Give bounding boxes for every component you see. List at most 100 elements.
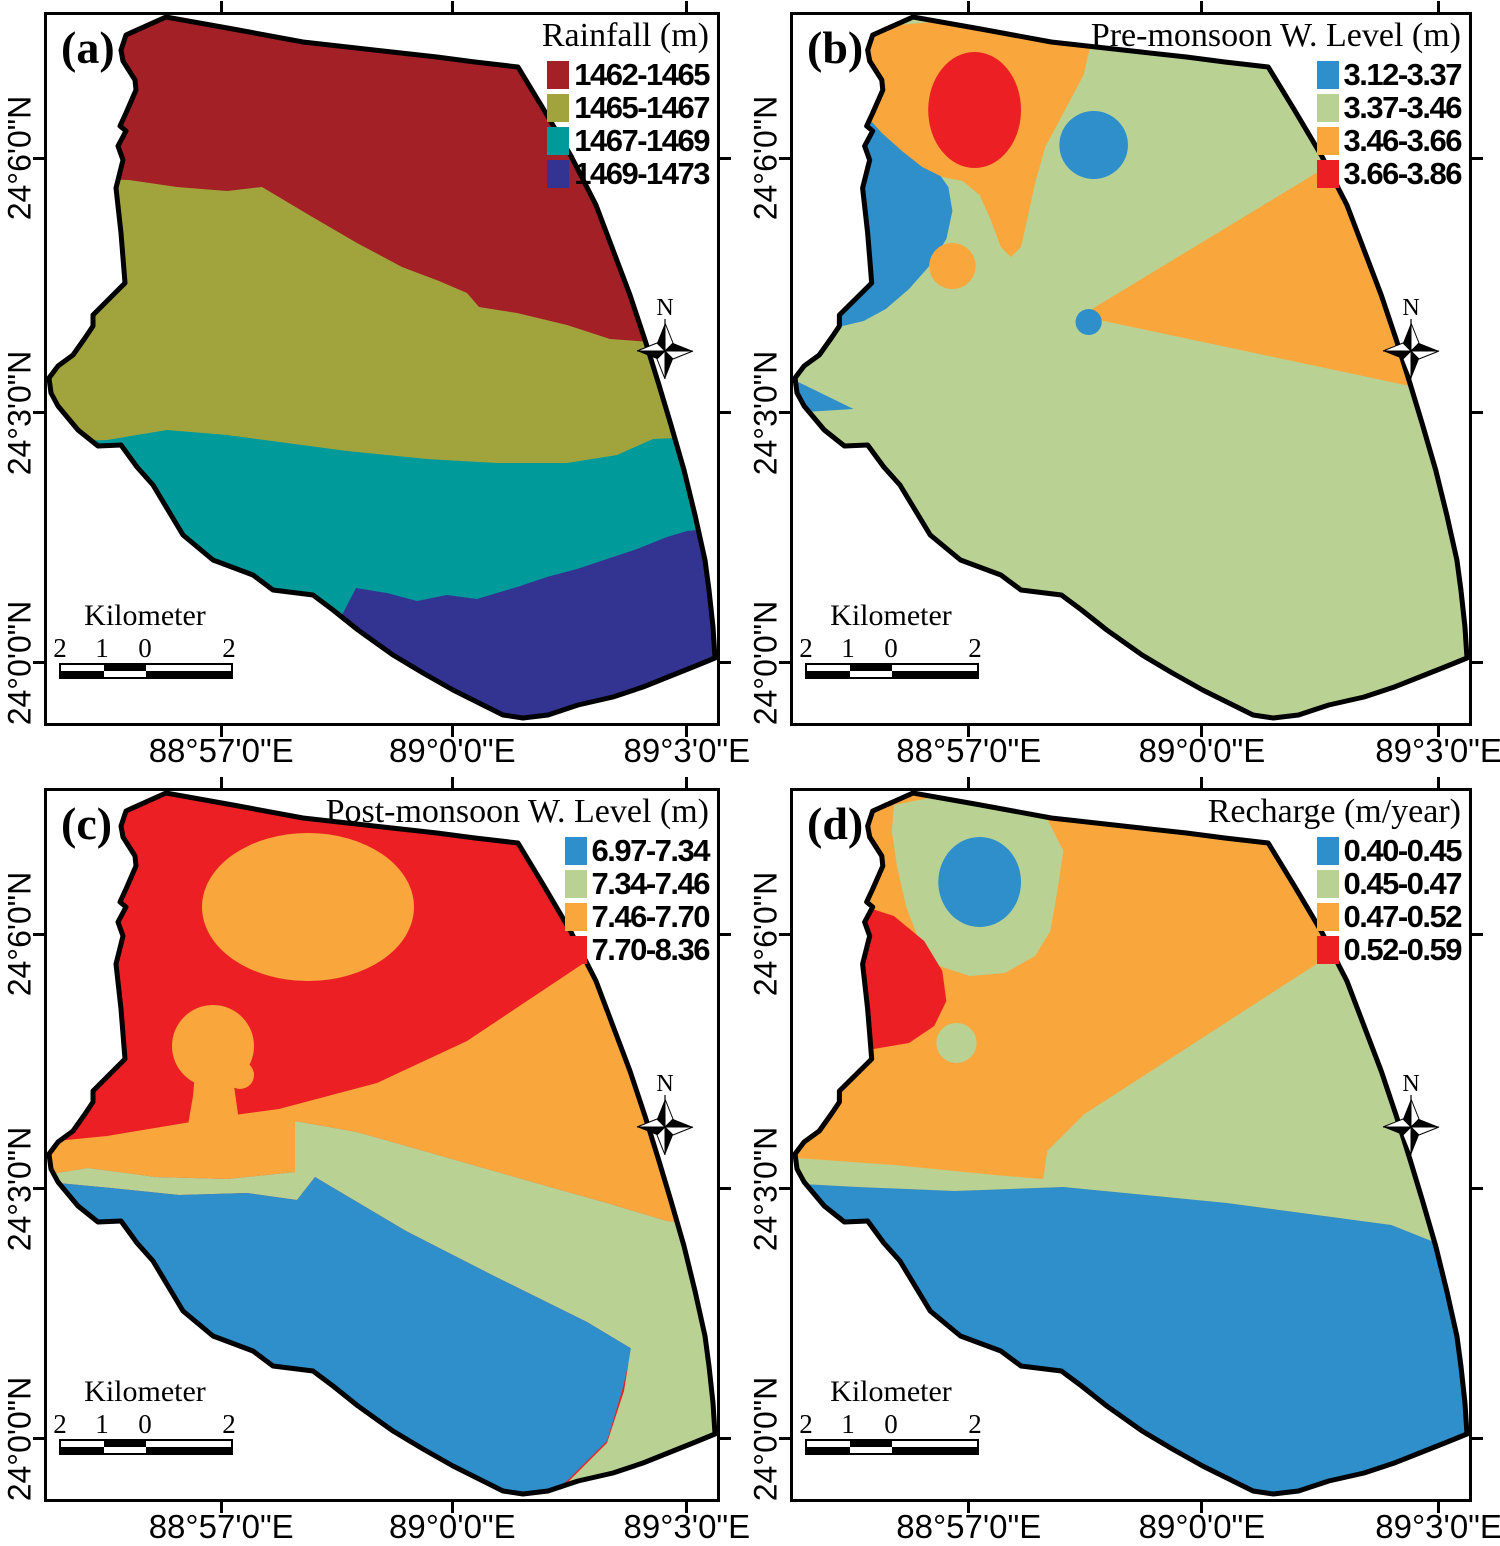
legend-item: 1462-1465 [542,57,710,92]
latitude-tick-label: 24°3'0"N [1,350,38,476]
longitude-tick-label: 89°3'0"E [623,732,751,769]
axis-tick [450,1502,454,1513]
axis-tick [33,1437,44,1441]
scale-bar-segment [146,665,231,671]
scale-bar-row-top [61,1441,231,1447]
axis-tick [219,1502,223,1513]
map-panel-b: (b) Pre-monsoon W. Level (m) 3.12-3.37 3.… [748,1,1500,769]
axis-tick [779,1187,790,1191]
latitude-tick-label: 24°0'0"N [747,1376,784,1502]
scale-bar-number: 2 [222,1409,236,1439]
axis-tick [33,411,44,415]
axis-tick [779,1437,790,1441]
axis-tick [1200,1,1204,12]
legend-swatch [1316,902,1339,931]
longitude-tick-label: 88°57'0"E [148,732,294,769]
scale-bar-number: 2 [968,633,982,663]
scale-bar-number: 0 [884,1409,898,1439]
legend-swatch [1316,935,1339,964]
scale-bar-segment [146,671,231,677]
panel-letter: (b) [807,22,864,73]
legend-title: Pre-monsoon W. Level (m) [1090,17,1461,54]
axis-tick [219,777,223,788]
scale-bar-segment [892,1441,977,1447]
scale-bar-graphic [59,1439,233,1455]
scale-bar-row-bottom [807,671,977,677]
map-canvas [793,15,1469,721]
axis-tick [1472,932,1483,936]
longitude-tick-label: 89°0'0"E [1138,1508,1266,1545]
scale-bar-segment [61,665,104,671]
north-arrow-icon: N [636,295,694,380]
scale-bar-segment [807,671,850,677]
map-canvas [47,15,717,721]
axis-tick [720,661,731,665]
legend-swatch [1316,93,1339,122]
study-area-boundary [47,791,717,1497]
legend-range-label: 6.97-7.34 [591,832,711,868]
legend-title: Post-monsoon W. Level (m) [325,793,709,830]
legend-range-label: 3.46-3.66 [1343,122,1463,158]
axis-tick [219,1,223,12]
panel-letter: (c) [61,798,113,849]
study-area-boundary [47,15,717,721]
latitude-tick-label: 24°0'0"N [1,1376,38,1502]
axis-tick [685,726,689,737]
panel-letter: (a) [61,22,115,73]
longitude-tick-label: 89°0'0"E [389,732,516,769]
axis-tick [1200,1502,1204,1513]
scale-bar-label: Kilometer [830,1375,952,1408]
legend-range-label: 1467-1469 [574,122,710,158]
legend-range-label: 1465-1467 [574,89,710,125]
legend-swatch [564,869,587,898]
study-area-boundary [793,791,1469,1497]
scale-bar-number: 0 [884,633,898,663]
scale-bar-segment [892,665,977,671]
map-class-region [929,243,976,289]
scale-bar-row-top [807,1441,977,1447]
scale-bar-segment [103,1447,146,1453]
scale-bar-row-top [807,665,977,671]
legend-item: 0.45-0.47 [1208,866,1462,901]
legend-item: 3.46-3.66 [1091,122,1463,158]
legend-item: 1467-1469 [542,122,710,158]
legend-item: 1469-1473 [542,155,710,191]
legend-swatch [564,935,587,964]
legend-item: 3.66-3.86 [1091,156,1462,191]
scale-bar-row-bottom [61,671,231,677]
map-class-region [226,1061,254,1089]
axis-tick [720,1437,731,1441]
scale-bar-number: 2 [799,1409,813,1439]
map-class-region [49,1121,715,1351]
legend-title: Rainfall (m) [541,17,709,54]
legend-range-label: 0.52-0.59 [1343,931,1463,967]
study-area-boundary [793,15,1469,721]
latitude-tick-label: 24°0'0"N [1,600,38,726]
axis-tick [33,156,44,160]
legend-item: 6.97-7.34 [326,832,711,868]
axis-tick [450,777,454,788]
axis-tick [967,1502,971,1513]
axis-tick [779,661,790,665]
axis-tick [1472,411,1483,415]
scale-bar-number: 2 [53,1409,67,1439]
axis-tick [33,932,44,936]
axis-tick [685,1502,689,1513]
axis-tick [1437,777,1441,788]
legend-title: Recharge (m/year) [1207,793,1461,830]
axis-tick [1437,726,1441,737]
latitude-tick-label: 24°6'0"N [1,95,38,221]
legend-rows: 3.12-3.37 3.37-3.46 3.46-3.66 3.66-3.86 [1091,57,1463,191]
legend-range-label: 7.70-8.36 [591,931,711,967]
longitude-tick-label: 89°3'0"E [1375,1508,1500,1545]
legend-swatch [1316,869,1339,898]
legend-range-label: 1469-1473 [574,155,710,191]
longitude-tick-label: 89°3'0"E [623,1508,751,1545]
